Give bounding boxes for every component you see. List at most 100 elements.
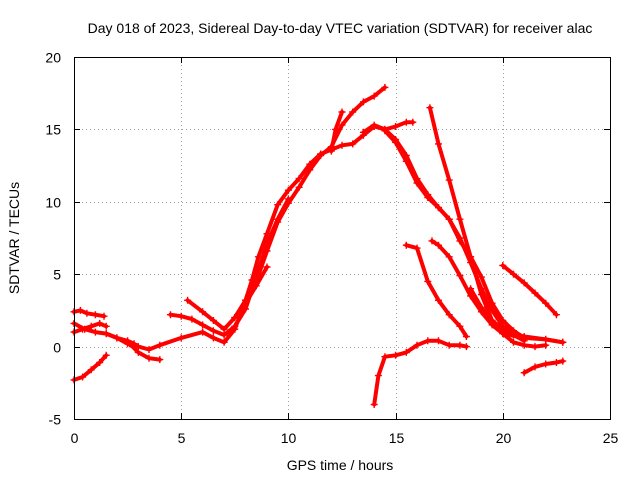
data-point bbox=[231, 322, 239, 330]
data-point bbox=[102, 322, 110, 330]
series-trace-f bbox=[126, 340, 164, 364]
data-point bbox=[177, 312, 185, 320]
data-point bbox=[91, 311, 99, 319]
data-point bbox=[100, 312, 108, 320]
series-trace-g bbox=[167, 195, 292, 339]
data-point bbox=[467, 253, 475, 261]
data-point bbox=[370, 92, 378, 100]
series-trace-n bbox=[402, 241, 470, 340]
data-point bbox=[327, 147, 335, 155]
series-trace-q bbox=[499, 262, 560, 319]
data-point bbox=[374, 372, 382, 380]
y-tick-label: 20 bbox=[45, 50, 61, 66]
x-tick-label: 15 bbox=[389, 430, 405, 446]
x-tick-label: 10 bbox=[281, 430, 297, 446]
data-point bbox=[402, 157, 410, 165]
x-tick-label: 5 bbox=[178, 430, 186, 446]
data-point bbox=[209, 317, 217, 324]
plot-frame bbox=[74, 57, 611, 420]
data-point bbox=[520, 369, 528, 377]
data-point bbox=[542, 341, 550, 349]
data-point bbox=[87, 322, 95, 330]
data-point bbox=[242, 296, 249, 304]
data-point bbox=[274, 218, 282, 226]
x-tick-label: 20 bbox=[496, 430, 512, 446]
data-point bbox=[531, 363, 539, 371]
data-point bbox=[402, 118, 410, 126]
series-line bbox=[372, 338, 469, 407]
data-point bbox=[252, 277, 260, 285]
data-point bbox=[306, 166, 314, 174]
data-point bbox=[552, 359, 560, 366]
data-point bbox=[284, 186, 292, 194]
data-point bbox=[317, 152, 325, 159]
data-point bbox=[445, 253, 453, 261]
data-point bbox=[531, 289, 539, 297]
data-point bbox=[284, 199, 292, 207]
data-point bbox=[349, 140, 357, 148]
data-point bbox=[542, 360, 550, 368]
data-point bbox=[220, 338, 228, 346]
x-tick-label: 25 bbox=[603, 430, 619, 446]
data-point bbox=[467, 285, 475, 293]
series-line bbox=[127, 341, 162, 362]
data-point bbox=[263, 263, 271, 271]
series-trace-d bbox=[70, 351, 110, 384]
data-point bbox=[428, 237, 436, 245]
data-point bbox=[488, 317, 496, 324]
series-line bbox=[185, 265, 269, 332]
data-point bbox=[209, 327, 217, 335]
data-point bbox=[370, 121, 378, 129]
data-point bbox=[338, 108, 346, 116]
data-point bbox=[145, 354, 153, 362]
data-point bbox=[381, 127, 389, 135]
data-point bbox=[156, 341, 164, 349]
data-point bbox=[156, 356, 164, 364]
data-point bbox=[435, 140, 442, 148]
data-point bbox=[499, 262, 507, 269]
data-point bbox=[145, 346, 153, 353]
data-point bbox=[359, 98, 367, 106]
series-trace-i bbox=[231, 83, 389, 322]
data-point bbox=[392, 351, 400, 359]
data-point bbox=[199, 328, 207, 336]
data-point bbox=[220, 325, 228, 333]
chart-title: Day 018 of 2023, Sidereal Day-to-day VTE… bbox=[88, 20, 593, 36]
data-point bbox=[295, 183, 303, 191]
data-point bbox=[402, 241, 410, 249]
data-point bbox=[413, 179, 421, 187]
data-point bbox=[552, 311, 560, 319]
data-point bbox=[184, 296, 192, 304]
data-point bbox=[332, 125, 340, 133]
data-point bbox=[424, 337, 432, 345]
data-point bbox=[477, 291, 485, 298]
data-point bbox=[456, 272, 464, 280]
data-point bbox=[426, 104, 434, 112]
data-point bbox=[87, 366, 95, 374]
data-series bbox=[70, 83, 567, 408]
series-trace-j bbox=[327, 108, 346, 155]
data-point bbox=[96, 319, 104, 327]
data-point bbox=[402, 348, 410, 356]
data-point bbox=[499, 325, 507, 333]
series-line bbox=[468, 286, 527, 343]
data-point bbox=[477, 273, 485, 281]
series-trace-h bbox=[184, 263, 271, 333]
data-point bbox=[559, 338, 567, 346]
data-point bbox=[435, 204, 442, 212]
y-tick-label: 0 bbox=[53, 340, 61, 356]
data-point bbox=[424, 194, 432, 201]
y-tick-label: 10 bbox=[45, 195, 61, 211]
data-point bbox=[167, 311, 174, 319]
data-point bbox=[231, 314, 239, 322]
data-point bbox=[445, 176, 453, 184]
data-point bbox=[456, 322, 464, 330]
data-point bbox=[126, 340, 134, 348]
data-point bbox=[520, 279, 528, 287]
data-point bbox=[359, 128, 367, 136]
data-point bbox=[392, 138, 400, 146]
y-tick-label: 15 bbox=[45, 122, 61, 138]
data-point bbox=[79, 325, 87, 333]
data-point bbox=[274, 201, 282, 209]
series-line bbox=[404, 243, 469, 339]
